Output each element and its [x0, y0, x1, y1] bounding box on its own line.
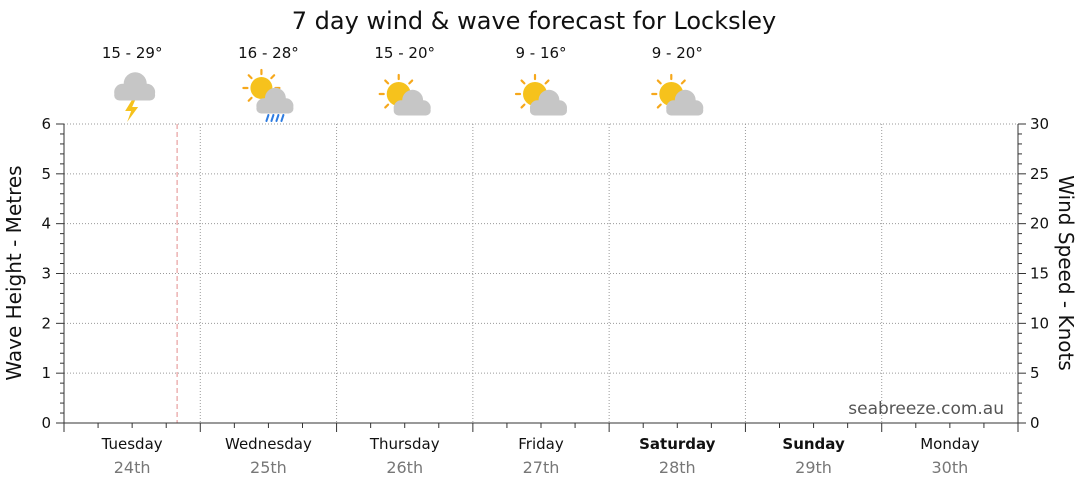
- cloud-base: [529, 105, 567, 116]
- day-date-label: 29th: [795, 458, 832, 477]
- temperature-range: 15 - 20°: [374, 44, 435, 62]
- left-tick-label: 4: [41, 215, 51, 233]
- chart-title: 7 day wind & wave forecast for Locksley: [292, 7, 777, 35]
- left-tick-label: 0: [41, 414, 51, 432]
- day-name-label: Friday: [518, 435, 564, 453]
- weather-icons: 15 - 29° 16 - 28° 15 - 20° 9 - 16° 9 - 20°: [102, 44, 704, 122]
- sun-ray: [384, 103, 390, 109]
- right-tick-label: 25: [1030, 165, 1049, 183]
- chart-grid: [64, 123, 1018, 423]
- left-axis-title: Wave Height - Metres: [2, 165, 26, 380]
- sun-ray: [656, 79, 662, 85]
- sun-ray: [520, 103, 526, 109]
- cloud-shape: [666, 89, 704, 116]
- right-tick-label: 0: [1030, 414, 1040, 432]
- rain-drop: [265, 114, 270, 122]
- sun-ray: [247, 96, 253, 102]
- sun-ray: [270, 74, 276, 80]
- cloud-base: [666, 105, 704, 116]
- right-tick-label: 15: [1030, 265, 1049, 283]
- cloud-shape: [256, 87, 294, 114]
- temperature-range: 15 - 29°: [102, 44, 163, 62]
- sun-ray: [247, 74, 253, 80]
- storm-cloud-icon: [114, 72, 156, 122]
- temperature-range: 16 - 28°: [238, 44, 299, 62]
- cloud-shape: [529, 89, 568, 116]
- watermark-text: seabreeze.com.au: [848, 399, 1004, 419]
- day-date-label: 30th: [931, 458, 968, 477]
- lightning-bolt: [125, 98, 139, 122]
- sun-ray: [656, 103, 662, 109]
- day-name-label: Thursday: [369, 435, 440, 453]
- cloud-base: [256, 103, 294, 114]
- left-tick-label: 5: [41, 165, 51, 183]
- day-date-label: 25th: [250, 458, 287, 477]
- rain-drop: [270, 114, 275, 122]
- sun-ray: [384, 79, 390, 85]
- right-tick-label: 30: [1030, 115, 1049, 133]
- temperature-range: 9 - 16°: [515, 44, 566, 62]
- cloud-base: [114, 90, 156, 101]
- sun-ray: [680, 79, 686, 85]
- sun-ray: [520, 79, 526, 85]
- day-name-label: Sunday: [782, 435, 845, 453]
- day-date-label: 28th: [659, 458, 696, 477]
- partly-cloudy-icon: [378, 73, 431, 116]
- cloud-base: [393, 105, 431, 116]
- right-tick-label: 5: [1030, 364, 1040, 382]
- chart-axes: 0 1 2 3 4 5 6 0 5 10 15 20 25 30 Tuesday 24th Wednesday 2…: [41, 115, 1049, 477]
- day-date-label: 27th: [523, 458, 560, 477]
- partly-cloudy-icon: [514, 73, 568, 116]
- rain-drop: [275, 114, 280, 122]
- sun-ray: [544, 79, 550, 85]
- left-tick-label: 2: [41, 314, 51, 332]
- left-tick-label: 3: [41, 265, 51, 283]
- cloud-shape: [114, 72, 156, 101]
- day-date-label: 24th: [114, 458, 151, 477]
- right-tick-label: 10: [1030, 314, 1049, 332]
- sun-rain-cloud-icon: [242, 68, 294, 122]
- day-name-label: Wednesday: [225, 435, 312, 453]
- left-tick-label: 1: [41, 364, 51, 382]
- left-tick-label: 6: [41, 115, 51, 133]
- day-name-label: Monday: [920, 435, 979, 453]
- temperature-range: 9 - 20°: [652, 44, 703, 62]
- day-name-label: Tuesday: [101, 435, 163, 453]
- rain-drop: [280, 114, 285, 122]
- cloud-shape: [393, 89, 431, 116]
- partly-cloudy-icon: [651, 73, 704, 116]
- day-date-label: 26th: [386, 458, 423, 477]
- sun-ray: [408, 79, 414, 85]
- right-tick-label: 20: [1030, 215, 1049, 233]
- day-name-label: Saturday: [639, 435, 716, 453]
- right-axis-title: Wind Speed - Knots: [1054, 175, 1078, 371]
